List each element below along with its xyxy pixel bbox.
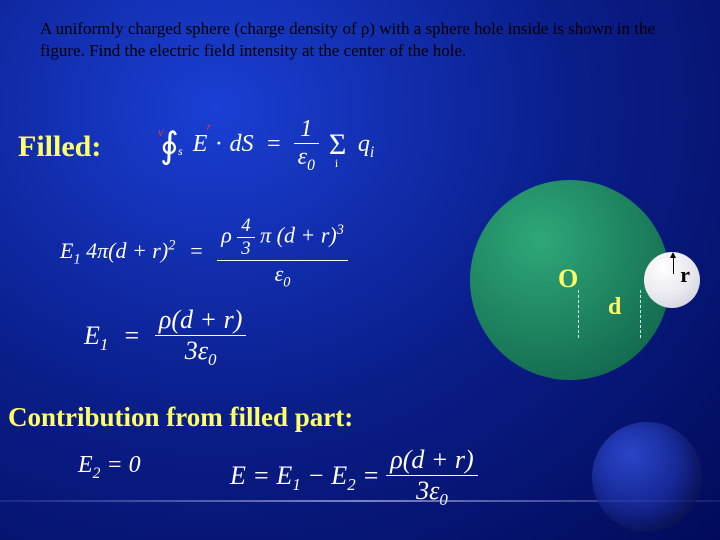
equation-e1-result: E1 = ρ(d + r) 3ε0 bbox=[84, 305, 246, 370]
contribution-heading: Contribution from filled part: bbox=[8, 402, 353, 433]
qi: qi bbox=[358, 131, 374, 157]
label-r: r bbox=[680, 262, 690, 288]
globe-decoration bbox=[572, 412, 712, 532]
int-sub: s bbox=[178, 144, 183, 159]
problem-statement: A uniformly charged sphere (charge densi… bbox=[0, 0, 720, 62]
equation-e2: E2 = 0 bbox=[78, 452, 141, 483]
filled-heading: Filled: bbox=[18, 130, 101, 164]
small-sphere-hole bbox=[644, 252, 700, 308]
vec-r: r bbox=[207, 121, 211, 133]
equation-gauss: ∮ v s E r · dS = 1 ε0 Σ i qi bbox=[160, 116, 374, 175]
gauss-num: 1 bbox=[294, 116, 319, 144]
d-guide-1 bbox=[578, 290, 579, 338]
r-arrow bbox=[673, 256, 674, 274]
gauss-den: ε0 bbox=[294, 144, 319, 175]
label-O: O bbox=[558, 264, 578, 294]
label-d: d bbox=[608, 294, 621, 321]
equation-e1-surface: E1 4π(d + r)2 = ρ 43 π (d + r)3 ε0 bbox=[60, 215, 348, 291]
vec-v: v bbox=[158, 125, 163, 140]
dS: dS bbox=[229, 131, 253, 157]
sum-symbol: Σ i bbox=[329, 128, 354, 161]
E-field: E bbox=[193, 131, 208, 157]
d-guide-2 bbox=[640, 290, 641, 338]
sphere-diagram: O d r bbox=[470, 180, 700, 390]
